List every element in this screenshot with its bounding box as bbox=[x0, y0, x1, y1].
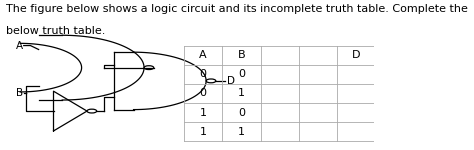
Text: 1: 1 bbox=[238, 88, 245, 98]
Text: A: A bbox=[199, 50, 207, 60]
Text: 0: 0 bbox=[200, 88, 207, 98]
Text: The figure below shows a logic circuit and its incomplete truth table. Complete : The figure below shows a logic circuit a… bbox=[6, 4, 468, 14]
Text: B: B bbox=[237, 50, 245, 60]
Text: 0: 0 bbox=[238, 108, 245, 118]
Text: 1: 1 bbox=[238, 127, 245, 137]
Text: below truth table.: below truth table. bbox=[6, 26, 105, 36]
Text: 1: 1 bbox=[200, 127, 207, 137]
Text: D: D bbox=[352, 50, 361, 60]
Text: A: A bbox=[16, 40, 23, 51]
Text: D: D bbox=[227, 76, 235, 86]
Text: 0: 0 bbox=[200, 69, 207, 79]
Text: 1: 1 bbox=[200, 108, 207, 118]
Text: 0: 0 bbox=[238, 69, 245, 79]
Text: B: B bbox=[16, 88, 23, 98]
